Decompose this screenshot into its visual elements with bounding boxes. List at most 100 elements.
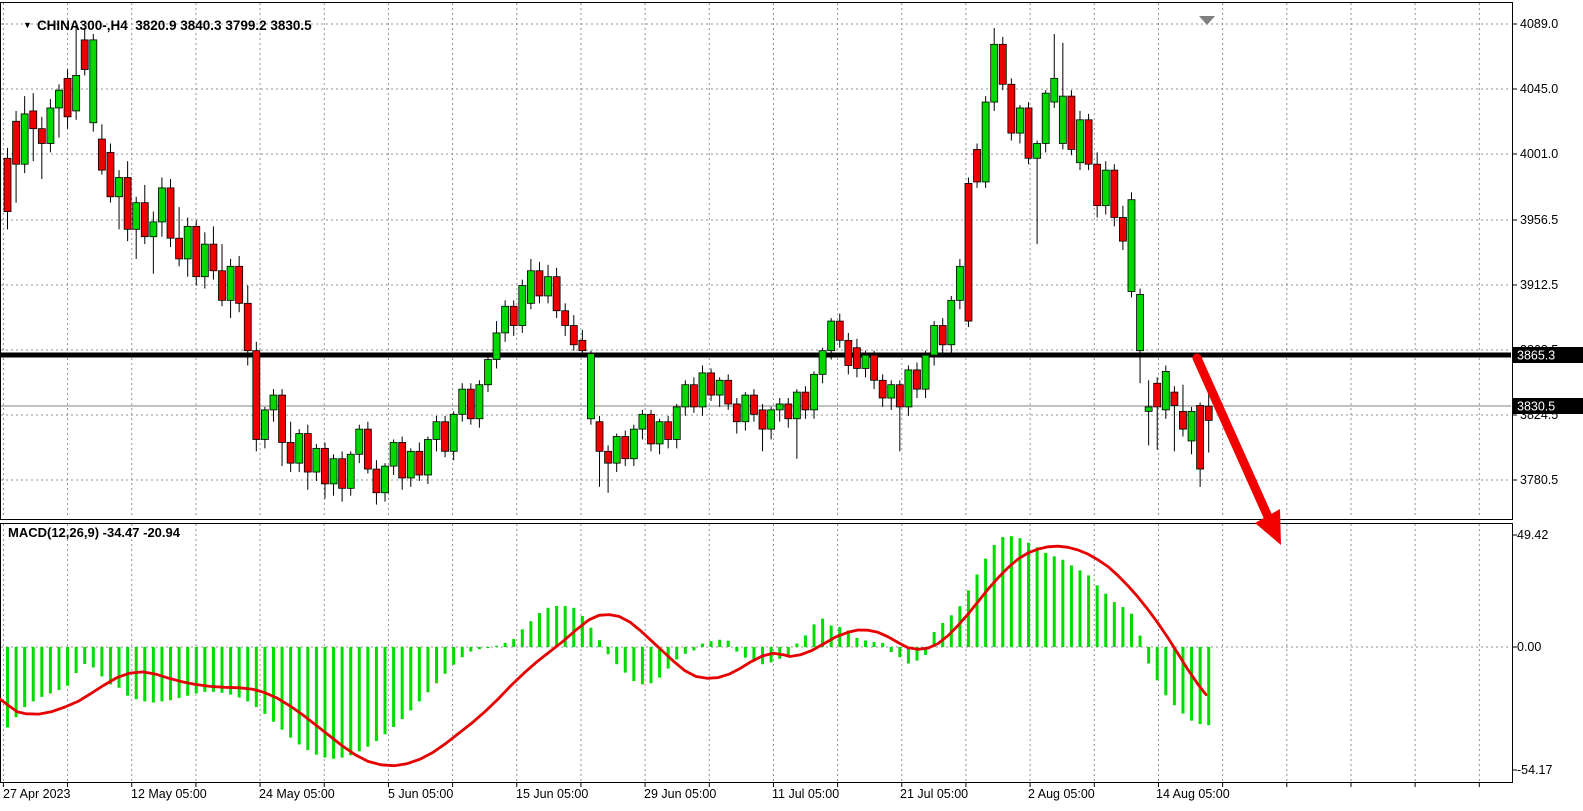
macd-histogram-bar [675,647,679,660]
candle-body [595,421,604,452]
time-axis-label: 21 Jul 05:00 [900,787,968,801]
candle-body [724,379,733,405]
candle-body [295,433,304,464]
macd-histogram-bar [246,647,250,702]
candle-body [990,43,999,103]
candle-body [552,276,561,312]
macd-histogram-bar [1147,647,1151,664]
candle-body [475,384,484,420]
macd-histogram-bar [452,647,456,665]
chart-shift-marker-icon[interactable] [1199,16,1215,25]
candle-body [1024,107,1033,159]
candle-body [578,339,587,352]
macd-histogram-bar [1164,647,1168,696]
macd-histogram-bar [615,647,619,665]
candle-body [853,347,861,369]
candle-body [372,468,381,494]
candle-body [1058,95,1067,144]
macd-histogram-bar [374,647,378,742]
down-arrow-shaft[interactable] [1192,353,1274,524]
candle-body [209,243,218,272]
candle-body [312,447,321,473]
candle-body [604,450,612,464]
macd-histogram-bar [1027,542,1031,647]
candle-body [878,379,887,399]
candle-body [1179,410,1187,430]
macd-histogram-bar [563,605,567,647]
candle-body [424,439,432,476]
candle-body [784,403,793,420]
macd-panel-border[interactable] [0,523,1513,783]
macd-histogram-bar [718,639,722,647]
candle-body [1050,77,1059,103]
candle-body [80,39,89,70]
candle-body [1033,143,1041,159]
macd-histogram-bar [237,647,241,698]
down-arrow-head-icon [1255,509,1281,545]
candle-body [286,442,295,464]
macd-histogram-bar [889,647,893,652]
time-axis-label: 24 May 05:00 [259,787,335,801]
time-axis-label: 15 Jun 05:00 [516,787,588,801]
candle-body [458,388,467,415]
macd-histogram-bar [1112,602,1116,647]
price-axis-label: 3956.5 [1520,213,1558,227]
macd-axis-label: 0.00 [1517,640,1541,654]
candle-body [1110,169,1119,218]
price-axis-label: 4089.0 [1520,17,1558,31]
macd-histogram-bar [932,632,936,647]
price-panel-border[interactable] [0,2,1513,520]
candle-body [235,265,244,304]
candle-body [1119,217,1127,242]
candle-body [835,320,844,341]
macd-axis-label: -54.17 [1517,763,1552,777]
price-axis-label: 3912.5 [1520,278,1558,292]
macd-axis-label: 49.42 [1517,528,1548,542]
macd-histogram-bar [229,647,233,695]
candle-body [938,325,947,346]
candle-body [1101,169,1110,207]
candle-body [466,388,475,420]
macd-histogram-bar [409,647,413,711]
candle-body [561,310,570,326]
candle-body [629,428,638,460]
macd-histogram-bar [692,647,696,651]
candle-body [612,436,621,464]
macd-histogram-bar [906,647,910,664]
macd-histogram-bar [598,640,602,647]
price-tag [1513,347,1583,363]
macd-histogram-bar [572,607,576,647]
symbol-period-label: CHINA300-,H4 [36,18,128,33]
candle-body [861,354,870,369]
macd-histogram-bar [1078,570,1082,647]
macd-histogram-bar [812,624,816,647]
macd-histogram-bar [169,647,173,701]
macd-histogram-bar [400,647,404,720]
macd-histogram-bar [211,647,215,692]
candle-body [346,453,355,489]
candle-body [269,394,278,411]
candle-body [655,421,664,445]
macd-histogram-bar [924,647,928,655]
candle-body [449,413,458,452]
collapse-icon[interactable]: ▼ [23,20,32,30]
macd-histogram-bar [829,625,833,647]
macd-histogram-bar [546,607,550,647]
candle-body [37,128,46,144]
macd-histogram-bar [606,647,610,655]
macd-histogram-bar [126,647,130,696]
candle-body [501,305,510,334]
macd-histogram-bar [1155,647,1159,681]
macd-histogram-bar [735,647,739,652]
candle-body [767,409,776,430]
candle-body [981,101,990,183]
macd-histogram-bar [1207,647,1211,726]
macd-histogram-bar [743,647,747,658]
macd-histogram-bar [1044,552,1048,647]
candle-body [775,403,784,411]
candle-body [1204,405,1213,421]
candle-body [218,270,226,301]
candle-body [895,384,904,408]
macd-histogram-bar [1138,635,1142,647]
